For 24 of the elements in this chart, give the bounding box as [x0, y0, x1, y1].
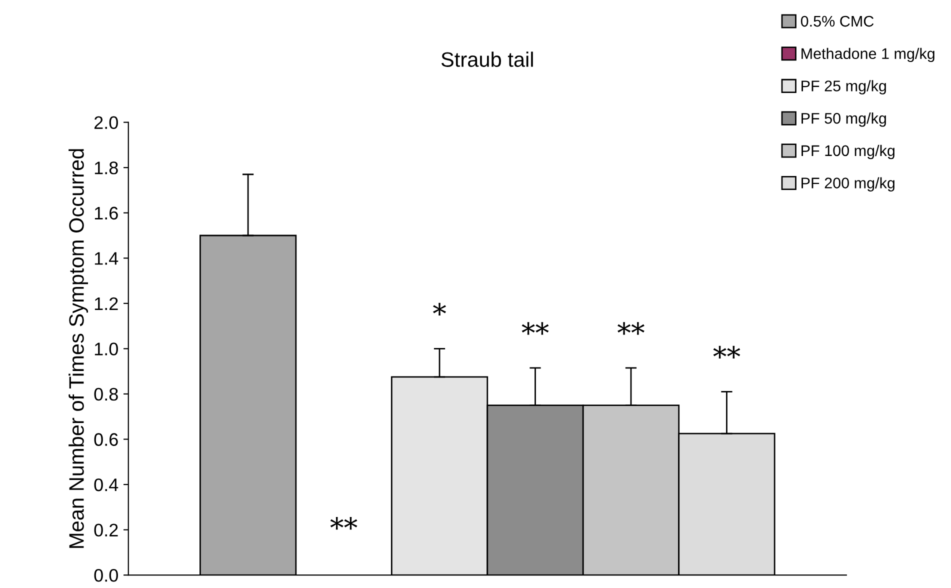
- data-label: *: [433, 302, 446, 316]
- y-tick-label: 1.8: [94, 162, 118, 174]
- y-axis-title: Mean Number of Times Symptom Occurred: [68, 149, 88, 548]
- y-tick-label: 1.2: [94, 297, 118, 310]
- y-tick-label: 0.4: [94, 478, 118, 492]
- legend-label: PF 50 mg/kg: [802, 112, 886, 127]
- y-tick-label: 1.4: [94, 252, 118, 265]
- legend-label: PF 25 mg/kg: [802, 80, 886, 94]
- legend-label: PF 100 mg/kg: [802, 144, 894, 160]
- y-tick-label: 1.0: [94, 342, 118, 356]
- y-tick-label: 0.8: [94, 388, 118, 401]
- legend-label: 0.5% CMC: [800, 16, 874, 27]
- y-tick-label: 0.2: [94, 524, 118, 537]
- data-label: **: [713, 346, 740, 358]
- legend-label: Methadone 1 mg/kg: [802, 48, 934, 62]
- y-tick-label: 2.0: [94, 116, 118, 130]
- legend-label: PF 200 mg/kg: [802, 177, 894, 192]
- y-tick-label: 1.6: [94, 206, 118, 220]
- y-tick-label: 0.6: [94, 433, 118, 446]
- data-label: **: [522, 322, 549, 335]
- data-label: **: [618, 322, 644, 335]
- y-tick-label: 0.0: [94, 569, 118, 582]
- chart-title: Straub tail: [441, 52, 533, 67]
- annotation: **: [330, 516, 358, 530]
